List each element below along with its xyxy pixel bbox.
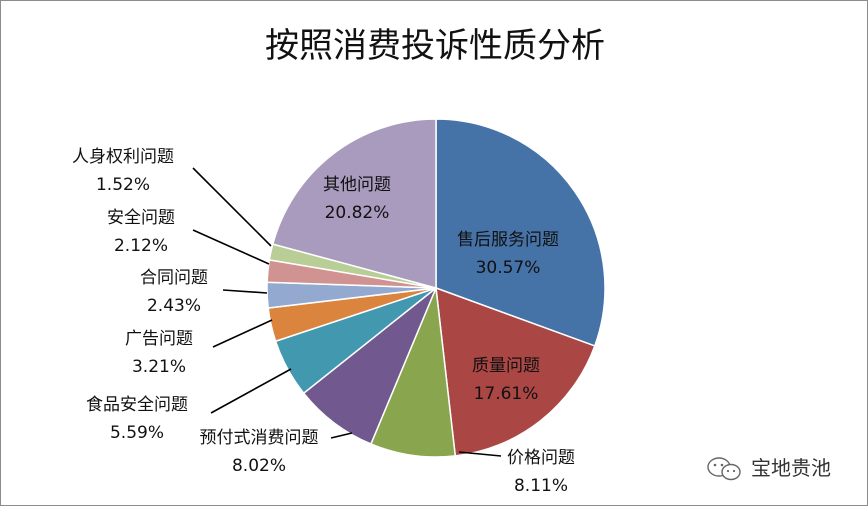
- chart-title: 按照消费投诉性质分析: [265, 26, 605, 66]
- leader-line: [212, 319, 273, 348]
- slice-name-label: 预付式消费问题: [200, 428, 319, 448]
- leader-lines: [192, 167, 502, 457]
- slice-name-label: 价格问题: [507, 448, 575, 468]
- slice-value-label: 1.52%: [96, 175, 150, 195]
- leader-line: [222, 289, 268, 294]
- slice-name-label: 广告问题: [125, 329, 193, 349]
- leader-line: [192, 167, 272, 247]
- pie-slices: [266, 118, 606, 458]
- slice-name-label: 售后服务问题: [457, 230, 559, 250]
- slice-value-label: 8.11%: [514, 476, 568, 496]
- pie-slice: [271, 118, 437, 289]
- slice-name-label: 其他问题: [323, 175, 391, 195]
- slice-value-label: 5.59%: [110, 423, 164, 443]
- slice-value-label: 2.12%: [114, 236, 168, 256]
- slice-name-label: 质量问题: [472, 356, 540, 376]
- leader-line: [192, 229, 270, 265]
- slice-name-label: 人身权利问题: [72, 147, 174, 167]
- slice-value-label: 20.82%: [325, 203, 390, 223]
- slice-labels: 售后服务问题 30.57% 质量问题 17.61% 价格问题 8.11% 预付式消费问题 8.…: [72, 147, 575, 496]
- slice-value-label: 3.21%: [132, 357, 186, 377]
- leader-line: [330, 432, 353, 439]
- slice-value-label: 30.57%: [476, 258, 541, 278]
- slice-name-label: 食品安全问题: [86, 395, 188, 415]
- watermark: 宝地贵池: [707, 456, 831, 481]
- slice-name-label: 合同问题: [140, 268, 208, 288]
- leader-line: [458, 451, 502, 457]
- leader-line: [210, 368, 292, 414]
- pie-slice: [435, 118, 606, 347]
- slice-value-label: 8.02%: [232, 456, 286, 476]
- watermark-text: 宝地贵池: [751, 456, 831, 480]
- slice-value-label: 17.61%: [474, 384, 539, 404]
- slice-value-label: 2.43%: [147, 296, 201, 316]
- wechat-icon: [707, 457, 741, 481]
- slice-name-label: 安全问题: [107, 208, 175, 228]
